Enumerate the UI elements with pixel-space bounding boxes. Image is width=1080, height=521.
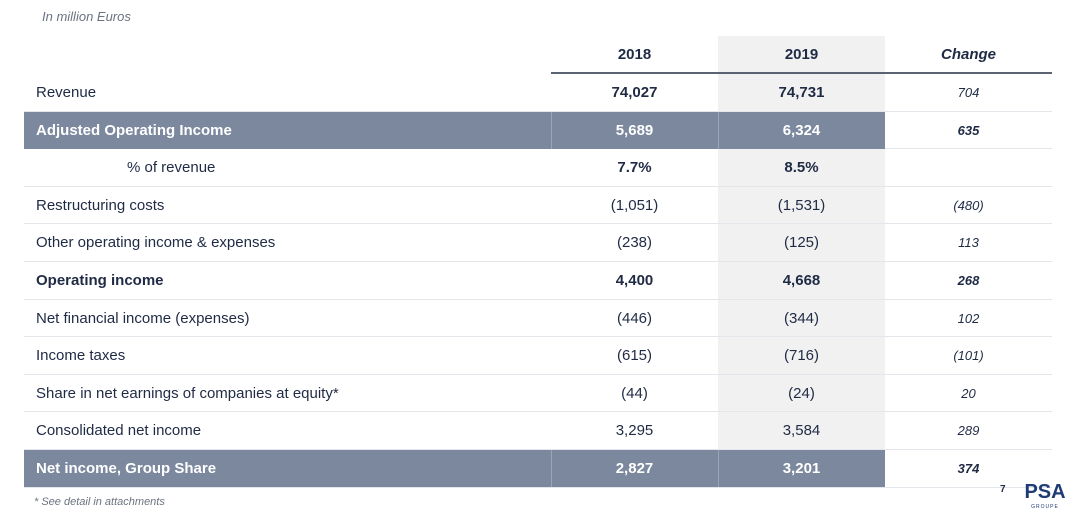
- value-change: 289: [957, 423, 980, 439]
- value-2018: (238): [616, 234, 653, 252]
- value-2018: (44): [621, 384, 648, 402]
- table-row: Net income, Group Share 2,827 3,201 374: [24, 449, 1052, 488]
- psa-groupe-logo-icon: PSA GROUPE: [1024, 481, 1065, 510]
- value-change: 113: [958, 235, 979, 251]
- value-2018: 5,689: [615, 121, 654, 139]
- row-label: Consolidated net income: [36, 422, 202, 440]
- value-2018: 2,827: [615, 459, 654, 477]
- footnote: * See detail in attachments: [34, 496, 165, 508]
- table-row: Restructuring costs (1,051) (1,531) (480): [24, 187, 1052, 225]
- value-change: 635: [957, 122, 980, 138]
- value-change: 102: [957, 310, 980, 326]
- logo-subtext: GROUPE: [1031, 504, 1059, 510]
- column-header-change: Change: [940, 46, 996, 63]
- row-label: Other operating income & expenses: [36, 234, 276, 252]
- value-2018: 3,295: [615, 422, 654, 440]
- row-label: Operating income: [36, 271, 164, 289]
- value-2019: (716): [783, 347, 820, 365]
- value-change: (101): [953, 348, 984, 364]
- value-2019: 3,201: [782, 459, 821, 477]
- row-label: Restructuring costs: [36, 196, 165, 214]
- logo-text: PSA: [1024, 481, 1065, 503]
- table-row: Revenue 74,027 74,731 704: [24, 74, 1052, 112]
- row-label: % of revenue: [127, 159, 216, 177]
- value-change: 704: [957, 85, 980, 100]
- value-2018: (615): [616, 347, 653, 365]
- value-2018: 7.7%: [617, 159, 652, 177]
- table-row: Consolidated net income 3,295 3,584 289: [24, 412, 1052, 450]
- header-divider: [551, 72, 1052, 74]
- value-change: 20: [961, 385, 976, 401]
- row-label: Income taxes: [36, 347, 126, 365]
- table-row: Income taxes (615) (716) (101): [24, 337, 1052, 375]
- row-label: Net financial income (expenses): [36, 309, 250, 327]
- column-header-2019: 2019: [784, 46, 819, 63]
- value-2019: (1,531): [777, 196, 826, 214]
- table-row: % of revenue 7.7% 8.5%: [24, 149, 1052, 187]
- table-header: 2018 2019 Change: [0, 36, 1080, 72]
- value-2018: 4,400: [615, 271, 654, 289]
- value-2019: 74,731: [778, 84, 825, 101]
- value-change: 374: [957, 460, 980, 476]
- page-number: 7: [1000, 484, 1006, 495]
- table-row: Share in net earnings of companies at eq…: [24, 375, 1052, 413]
- row-label: Adjusted Operating Income: [36, 121, 232, 139]
- value-2019: (344): [783, 309, 820, 327]
- value-2018: 74,027: [611, 84, 658, 101]
- row-label: Share in net earnings of companies at eq…: [36, 384, 339, 402]
- value-change: (480): [953, 197, 984, 213]
- table-row: Operating income 4,400 4,668 268: [24, 262, 1052, 300]
- value-change: 268: [957, 272, 980, 288]
- value-2019: 4,668: [782, 271, 821, 289]
- table-row: Other operating income & expenses (238) (1…: [24, 224, 1052, 262]
- value-2019: 6,324: [782, 121, 821, 139]
- value-2019: (125): [783, 234, 820, 252]
- table-row: Adjusted Operating Income 5,689 6,324 635: [24, 111, 1052, 150]
- income-statement-table: Revenue 74,027 74,731 704 Adjusted Operatin…: [24, 74, 1052, 488]
- column-header-2018: 2018: [617, 46, 652, 63]
- value-2018: (446): [616, 309, 653, 327]
- row-label: Net income, Group Share: [36, 459, 217, 477]
- unit-note: In million Euros: [42, 9, 131, 24]
- row-label: Revenue: [36, 84, 97, 101]
- value-2018: (1,051): [610, 196, 659, 214]
- value-2019: 8.5%: [784, 159, 819, 177]
- table-row: Net financial income (expenses) (446) (344…: [24, 300, 1052, 338]
- value-2019: 3,584: [782, 422, 821, 440]
- value-2019: (24): [788, 384, 815, 402]
